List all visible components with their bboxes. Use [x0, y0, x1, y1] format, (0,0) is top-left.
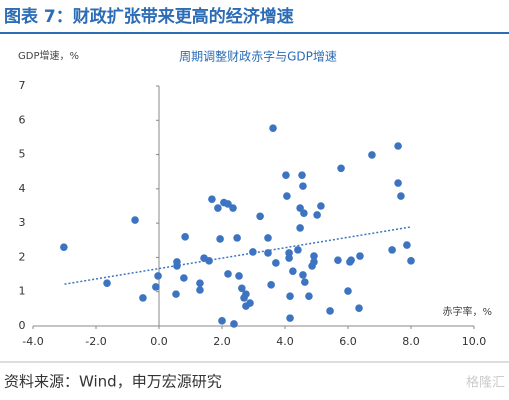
scatter-point — [172, 290, 180, 298]
scatter-point — [289, 267, 297, 275]
x-axis-label: 赤字率，% — [442, 305, 492, 318]
scatter-point — [299, 182, 307, 190]
page-title: 图表 7：财政扩张带来更高的经济增速 — [4, 6, 294, 27]
x-tick-label: 0.0 — [150, 335, 168, 348]
scatter-point — [218, 317, 226, 325]
y-tick-label: 5 — [19, 148, 26, 161]
y-tick-label: 4 — [19, 182, 26, 195]
scatter-point — [310, 258, 318, 266]
watermark: 格隆汇 — [466, 375, 505, 391]
scatter-point — [230, 320, 238, 328]
scatter-point — [403, 241, 411, 249]
scatter-point — [356, 252, 364, 260]
x-tick-label: -4.0 — [22, 335, 43, 348]
scatter-point — [131, 216, 139, 224]
scatter-point — [301, 278, 309, 286]
scatter-point — [347, 256, 355, 264]
scatter-point — [407, 257, 415, 265]
scatter-point — [397, 192, 405, 200]
scatter-point — [317, 202, 325, 210]
scatter-point — [272, 259, 280, 267]
y-tick-label: 6 — [19, 113, 26, 126]
scatter-point — [286, 292, 294, 300]
scatter-point — [233, 234, 241, 242]
y-tick-label: 0 — [19, 319, 26, 332]
scatter-point — [235, 272, 243, 280]
scatter-point — [282, 171, 290, 179]
scatter-point — [224, 270, 232, 278]
scatter-point — [313, 211, 321, 219]
scatter-point — [256, 212, 264, 221]
scatter-point — [152, 283, 160, 291]
scatter-point — [394, 142, 402, 150]
scatter-point — [264, 249, 272, 257]
scatter-point — [355, 304, 363, 312]
scatter-point — [394, 179, 402, 187]
scatter-point — [294, 246, 302, 254]
scatter-point — [246, 299, 254, 307]
scatter-point — [249, 248, 257, 256]
scatter-point — [139, 294, 147, 302]
scatter-point — [154, 272, 162, 280]
x-tick-label: 10.0 — [462, 335, 487, 348]
scatter-point — [326, 307, 334, 315]
scatter-point — [208, 195, 216, 203]
scatter-point — [196, 279, 204, 287]
scatter-point — [103, 279, 111, 287]
scatter-point — [60, 243, 68, 251]
y-axis-label: GDP增速，% — [18, 49, 79, 62]
x-tick-label: -2.0 — [85, 335, 106, 348]
chart-title: 周期调整财政赤字与GDP增速 — [179, 49, 337, 64]
scatter-point — [242, 290, 250, 298]
scatter-point — [344, 287, 352, 295]
scatter-point — [337, 164, 345, 173]
scatter-point — [283, 192, 291, 200]
scatter-point — [214, 204, 222, 212]
scatter-point — [334, 256, 342, 264]
x-tick-label: 4.0 — [276, 335, 294, 348]
scatter-point — [196, 286, 204, 294]
scatter-point — [298, 171, 306, 179]
scatter-point — [305, 292, 313, 300]
scatter-point — [173, 262, 181, 270]
y-tick-label: 7 — [19, 79, 26, 92]
scatter-point — [368, 151, 376, 159]
scatter-point — [286, 314, 294, 322]
scatter-point — [388, 246, 396, 254]
scatter-point — [205, 257, 213, 265]
scatter-point — [224, 200, 232, 208]
scatter-point — [285, 254, 293, 262]
y-tick-label: 1 — [19, 285, 26, 298]
x-tick-label: 6.0 — [339, 335, 357, 348]
scatter-point — [267, 281, 275, 289]
scatter-point — [300, 209, 308, 217]
scatter-point — [181, 233, 189, 241]
scatter-point — [238, 284, 246, 293]
x-tick-label: 8.0 — [402, 335, 420, 348]
source-note: 资料来源：Wind，申万宏源研究 — [4, 373, 222, 391]
scatter-point — [180, 274, 188, 282]
scatter-point — [296, 224, 304, 232]
scatter-point — [229, 204, 237, 212]
y-tick-label: 2 — [19, 250, 26, 263]
scatter-point — [269, 124, 277, 132]
scatter-point — [216, 235, 224, 243]
trend-line — [64, 226, 412, 285]
scatter-point — [299, 271, 307, 279]
y-tick-label: 3 — [19, 216, 26, 229]
x-tick-label: 2.0 — [213, 335, 231, 348]
scatter-point — [264, 234, 272, 242]
scatter-point — [310, 252, 318, 260]
